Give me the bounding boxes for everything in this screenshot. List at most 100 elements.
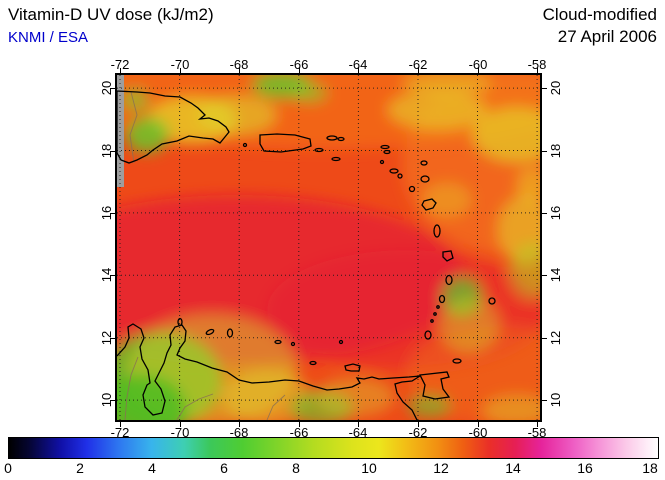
st-thomas-island [326, 135, 338, 141]
st-croix-island [331, 156, 341, 162]
mona-island [242, 142, 248, 148]
lat-tick-label: 14 [548, 267, 563, 283]
st-lucia-island [445, 274, 453, 286]
axis-tick [180, 422, 181, 427]
lon-tick-label: -58 [527, 425, 547, 440]
axis-tick [110, 151, 115, 152]
axis-tick [542, 338, 547, 339]
colorbar [8, 437, 659, 459]
tobago-island [452, 358, 462, 364]
montserrat-island [408, 185, 416, 193]
lon-tick-label: -62 [408, 425, 428, 440]
colorbar-tick-label: 16 [577, 460, 593, 476]
st-vincent-island [438, 294, 446, 304]
axis-tick [418, 422, 419, 427]
colorbar-tick-label: 2 [76, 460, 84, 476]
lat-tick-label: 12 [548, 330, 563, 346]
axis-tick [110, 88, 115, 89]
bonaire-island [226, 328, 234, 338]
tortola-island [337, 136, 345, 142]
uv-cloud-patches [117, 75, 540, 420]
lon-tick-label: -70 [170, 57, 190, 72]
axis-tick [110, 213, 115, 214]
dominica-island [433, 224, 441, 238]
grenadines-island [436, 305, 440, 309]
la-orchila-island [290, 341, 296, 347]
axis-tick [478, 68, 479, 73]
saba-island [379, 159, 385, 165]
colorbar-tick-label: 0 [4, 460, 12, 476]
lon-tick-label: -66 [289, 425, 309, 440]
source-label: KNMI / ESA [8, 29, 89, 46]
date-label: 27 April 2006 [557, 27, 657, 46]
grenadines-island [433, 312, 437, 316]
colorbar-tick-label: 12 [433, 460, 449, 476]
country-borders [124, 91, 286, 420]
grenada-island [424, 330, 432, 340]
colorbar-tick-label: 18 [642, 460, 658, 476]
grenadines-island [430, 319, 434, 323]
la-tortuga-island [309, 360, 317, 366]
axis-tick [542, 400, 547, 401]
trinidad-coastline [419, 371, 451, 400]
los-roques-island [274, 339, 282, 345]
curacao-island [205, 328, 215, 336]
coastlines [117, 90, 496, 420]
lon-tick-label: -68 [229, 425, 249, 440]
lat-tick-label: 18 [548, 143, 563, 159]
axis-tick [418, 68, 419, 73]
axis-tick [358, 422, 359, 427]
barbuda-island [420, 160, 428, 166]
colorbar-tick-label: 8 [292, 460, 300, 476]
barbados-island [488, 297, 496, 305]
colorbar-tick-label: 14 [505, 460, 521, 476]
axis-tick [239, 422, 240, 427]
lon-tick-label: -60 [468, 57, 488, 72]
axis-tick [542, 151, 547, 152]
lat-tick-label: 16 [548, 205, 563, 221]
colorbar-tick-label: 10 [361, 460, 377, 476]
colorbar-tick-label: 4 [148, 460, 156, 476]
colorbar-tick-label: 6 [220, 460, 228, 476]
lon-tick-label: -60 [468, 425, 488, 440]
axis-tick [239, 68, 240, 73]
lon-tick-label: -72 [110, 425, 130, 440]
lon-tick-label: -64 [348, 425, 368, 440]
axis-tick [120, 68, 121, 73]
la-blanquilla-island [338, 339, 344, 345]
lat-tick-label: 20 [548, 80, 563, 96]
lon-tick-label: -58 [527, 57, 547, 72]
lon-tick-label: -68 [229, 57, 249, 72]
axis-tick [537, 422, 538, 427]
lat-tick-label: 10 [548, 392, 563, 408]
axis-tick [542, 213, 547, 214]
axis-tick [542, 275, 547, 276]
axis-tick [110, 338, 115, 339]
hispaniola-coastline [117, 90, 230, 164]
axis-tick [542, 88, 547, 89]
puerto-rico-coastline [259, 133, 312, 153]
axis-tick [537, 68, 538, 73]
axis-tick [110, 275, 115, 276]
axis-tick [299, 422, 300, 427]
map-frame [115, 73, 542, 422]
uv-heatmap-canvas [117, 75, 540, 420]
axis-tick [110, 400, 115, 401]
page-title: Vitamin-D UV dose (kJ/m2) [8, 5, 214, 24]
anguilla-island [380, 144, 390, 150]
lon-tick-label: -62 [408, 57, 428, 72]
axis-tick [299, 68, 300, 73]
axis-tick [478, 422, 479, 427]
axis-tick [120, 422, 121, 427]
guadeloupe-coastline [421, 198, 437, 211]
lon-tick-label: -66 [289, 57, 309, 72]
nevis-island [397, 173, 403, 179]
south-america-coastline [117, 323, 421, 420]
st-martin-island [383, 149, 391, 155]
axis-tick [180, 68, 181, 73]
lon-tick-label: -64 [348, 57, 368, 72]
vieques-island [314, 147, 324, 153]
margarita-coastline [344, 363, 361, 372]
st-kitts-island [389, 168, 399, 174]
